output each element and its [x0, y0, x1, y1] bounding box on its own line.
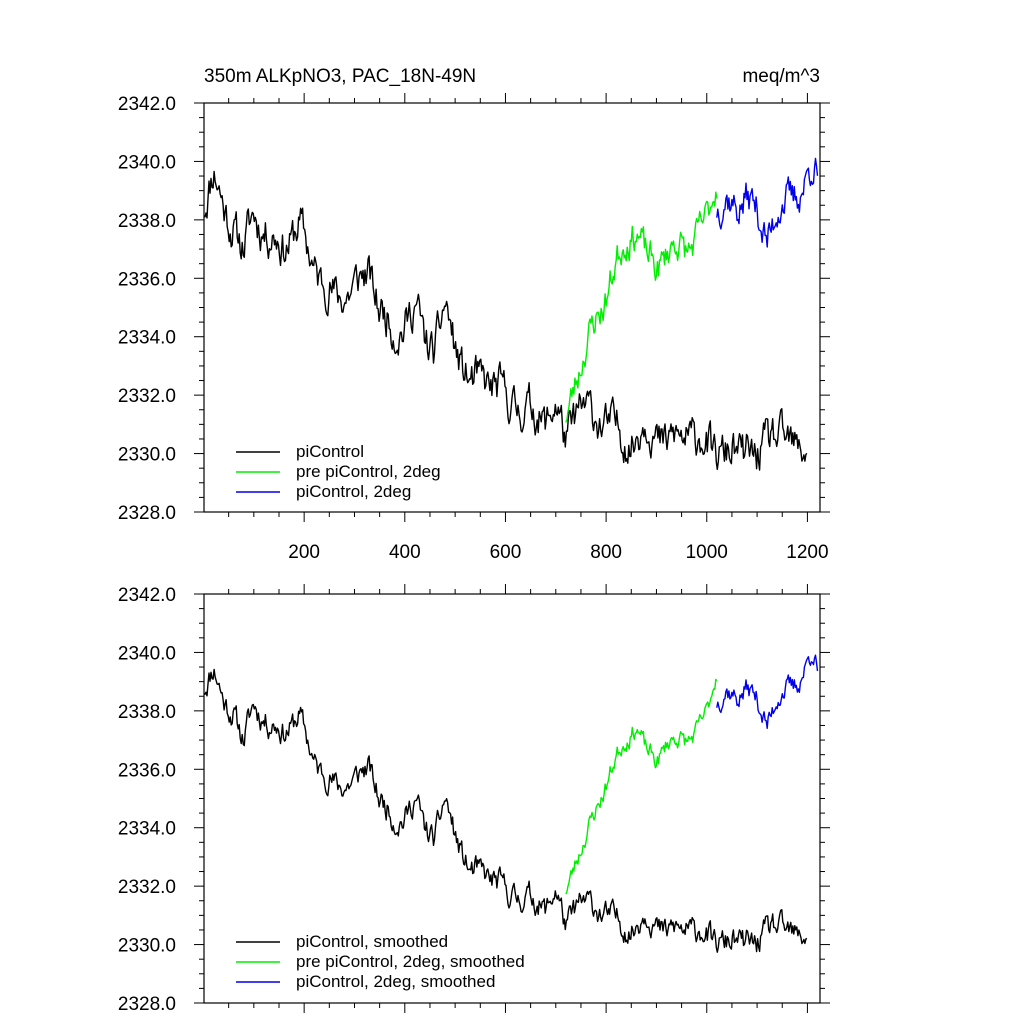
y-tick-label: 2330.0	[118, 445, 176, 466]
x-tick-label: 200	[288, 542, 320, 563]
legend-label-2: pre piControl, 2deg	[296, 462, 441, 481]
series-line-3	[716, 157, 819, 248]
y-tick-label: 2332.0	[118, 386, 176, 407]
legend-label-1: piControl	[296, 442, 364, 461]
x-tick-label: 1200	[786, 542, 828, 563]
series-line-1	[203, 668, 808, 953]
legend-label-2: pre piControl, 2deg, smoothed	[296, 952, 525, 971]
y-tick-label: 2340.0	[118, 152, 176, 173]
y-tick-label: 2338.0	[118, 211, 176, 232]
x-tick-label: 800	[590, 542, 622, 563]
y-tick-label: 2334.0	[118, 328, 176, 349]
series-line-1	[203, 170, 808, 471]
series-line-3	[716, 654, 819, 729]
series-line-2	[565, 678, 718, 895]
legend-label-3: piControl, 2deg, smoothed	[296, 972, 495, 991]
y-tick-label: 2330.0	[118, 936, 176, 957]
chart-panel-1: 200 400 600 800 1000 1200 2328.0 2330.0 2332.0 23…	[118, 93, 830, 563]
y-tick-label: 2342.0	[118, 585, 176, 606]
x-tick-label: 1000	[686, 542, 728, 563]
legend-label-3: piControl, 2deg	[296, 482, 411, 501]
series-line-2	[565, 191, 718, 423]
y-tick-label: 2338.0	[118, 702, 176, 723]
y-tick-label: 2342.0	[118, 94, 176, 115]
chart-units: meq/m^3	[742, 66, 820, 87]
x-tick-label: 600	[490, 542, 522, 563]
y-tick-label: 2328.0	[118, 503, 176, 524]
y-tick-label: 2336.0	[118, 269, 176, 290]
chart-title: 350m ALKpNO3, PAC_18N-49N	[204, 66, 476, 87]
y-tick-label: 2340.0	[118, 643, 176, 664]
x-tick-label: 400	[389, 542, 421, 563]
chart-panel-2: 2328.0 2330.0 2332.0 2334.0 2336.0 2338.0 2340…	[118, 584, 830, 1015]
y-tick-label: 2332.0	[118, 877, 176, 898]
y-tick-label: 2334.0	[118, 819, 176, 840]
y-tick-label: 2328.0	[118, 994, 176, 1015]
y-tick-label: 2336.0	[118, 760, 176, 781]
legend-label-1: piControl, smoothed	[296, 932, 448, 951]
